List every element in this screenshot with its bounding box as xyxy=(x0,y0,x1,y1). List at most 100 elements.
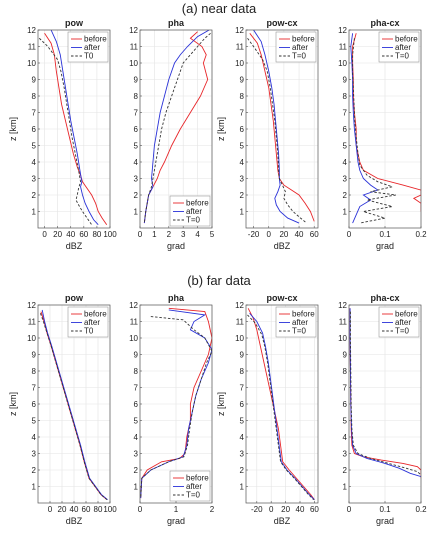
y-tick-label: 7 xyxy=(240,108,245,117)
y-tick-label: 1 xyxy=(32,482,37,491)
series-line-after xyxy=(50,30,99,226)
x-axis-label: dBZ xyxy=(66,241,83,251)
x-tick-label: 0 xyxy=(269,505,274,514)
y-tick-label: 10 xyxy=(338,334,347,343)
panel-title: pha xyxy=(168,18,185,28)
y-tick-label: 2 xyxy=(240,466,245,475)
x-tick-label: 4 xyxy=(195,230,200,239)
x-tick-label: 100 xyxy=(103,230,117,239)
y-tick-label: 6 xyxy=(240,125,245,134)
x-tick-label: 20 xyxy=(279,230,288,239)
panel-title: pow xyxy=(65,293,84,303)
x-tick-label: 2 xyxy=(167,230,172,239)
x-tick-label: 0 xyxy=(48,505,53,514)
y-tick-label: 11 xyxy=(28,317,37,326)
panel-title: pow-cx xyxy=(266,293,297,303)
panel-title: pow xyxy=(65,18,84,28)
legend-label: after xyxy=(292,318,308,327)
y-tick-label: 4 xyxy=(134,158,139,167)
x-tick-label: 5 xyxy=(210,230,215,239)
legend-label: after xyxy=(84,318,100,327)
legend-label: T=0 xyxy=(186,216,201,225)
y-tick-label: 1 xyxy=(32,207,37,216)
x-tick-label: 0 xyxy=(138,505,143,514)
x-axis-label: dBZ xyxy=(66,516,83,526)
y-tick-label: 12 xyxy=(129,301,138,310)
y-tick-label: 4 xyxy=(343,158,348,167)
legend-box xyxy=(378,31,420,63)
y-tick-label: 10 xyxy=(235,334,244,343)
x-tick-label: 0 xyxy=(42,230,47,239)
x-tick-label: 2 xyxy=(210,505,215,514)
y-tick-label: 6 xyxy=(240,400,245,409)
series-line-after xyxy=(253,30,300,224)
y-tick-label: 12 xyxy=(338,26,347,35)
x-tick-label: 40 xyxy=(66,230,75,239)
legend-box xyxy=(378,306,420,338)
y-tick-label: 6 xyxy=(134,125,139,134)
legend-label: before xyxy=(186,199,209,208)
chart-panel-near-pha-cx: 0 0.1 0.2123456789101112pha-cxgradbeforeaf… xyxy=(338,18,427,251)
y-tick-label: 6 xyxy=(343,125,348,134)
y-tick-label: 1 xyxy=(240,207,245,216)
y-axis-label: z [km] xyxy=(8,392,18,416)
y-tick-label: 10 xyxy=(129,334,138,343)
y-tick-label: 5 xyxy=(32,416,37,425)
y-tick-label: 8 xyxy=(32,92,37,101)
legend-label: before xyxy=(292,35,315,44)
legend-label: before xyxy=(395,310,418,319)
y-axis-label: z [km] xyxy=(216,117,226,141)
series-line-t-0 xyxy=(247,314,314,501)
legend-label: after xyxy=(292,43,308,52)
series-line-t0 xyxy=(38,37,93,225)
y-tick-label: 8 xyxy=(343,92,348,101)
y-tick-label: 4 xyxy=(134,433,139,442)
series-line-before xyxy=(249,33,315,222)
x-tick-label: 60 xyxy=(310,505,319,514)
y-tick-label: 4 xyxy=(32,433,37,442)
y-tick-label: 5 xyxy=(240,141,245,150)
y-tick-label: 7 xyxy=(32,383,37,392)
y-tick-label: 8 xyxy=(32,367,37,376)
x-tick-label: 20 xyxy=(281,505,290,514)
legend-box xyxy=(169,470,211,502)
series-line-before xyxy=(140,307,212,499)
x-tick-label: 3 xyxy=(181,230,186,239)
y-tick-label: 12 xyxy=(235,26,244,35)
y-tick-label: 9 xyxy=(240,75,245,84)
legend-label: before xyxy=(292,310,315,319)
y-tick-label: 4 xyxy=(32,158,37,167)
y-tick-label: 7 xyxy=(134,383,139,392)
x-tick-label: 80 xyxy=(92,230,101,239)
x-axis-label: grad xyxy=(376,516,394,526)
y-tick-label: 6 xyxy=(32,125,37,134)
legend-box xyxy=(169,195,211,227)
x-tick-label: 0 xyxy=(267,230,272,239)
x-tick-label: 60 xyxy=(82,505,91,514)
legend-label: T=0 xyxy=(292,327,307,336)
y-tick-label: 9 xyxy=(32,350,37,359)
panel-title: pow-cx xyxy=(266,18,297,28)
legend-label: T=0 xyxy=(395,52,410,61)
series-line-after xyxy=(249,312,315,501)
x-tick-label: -20 xyxy=(248,230,260,239)
y-tick-label: 12 xyxy=(235,301,244,310)
y-tick-label: 5 xyxy=(343,141,348,150)
y-tick-label: 11 xyxy=(130,42,139,51)
y-tick-label: 10 xyxy=(235,59,244,68)
y-tick-label: 7 xyxy=(240,383,245,392)
panel-title: pha-cx xyxy=(370,293,399,303)
legend-label: before xyxy=(84,310,107,319)
y-tick-label: 5 xyxy=(134,416,139,425)
y-tick-label: 3 xyxy=(240,174,245,183)
series-line-t-0 xyxy=(143,32,211,224)
